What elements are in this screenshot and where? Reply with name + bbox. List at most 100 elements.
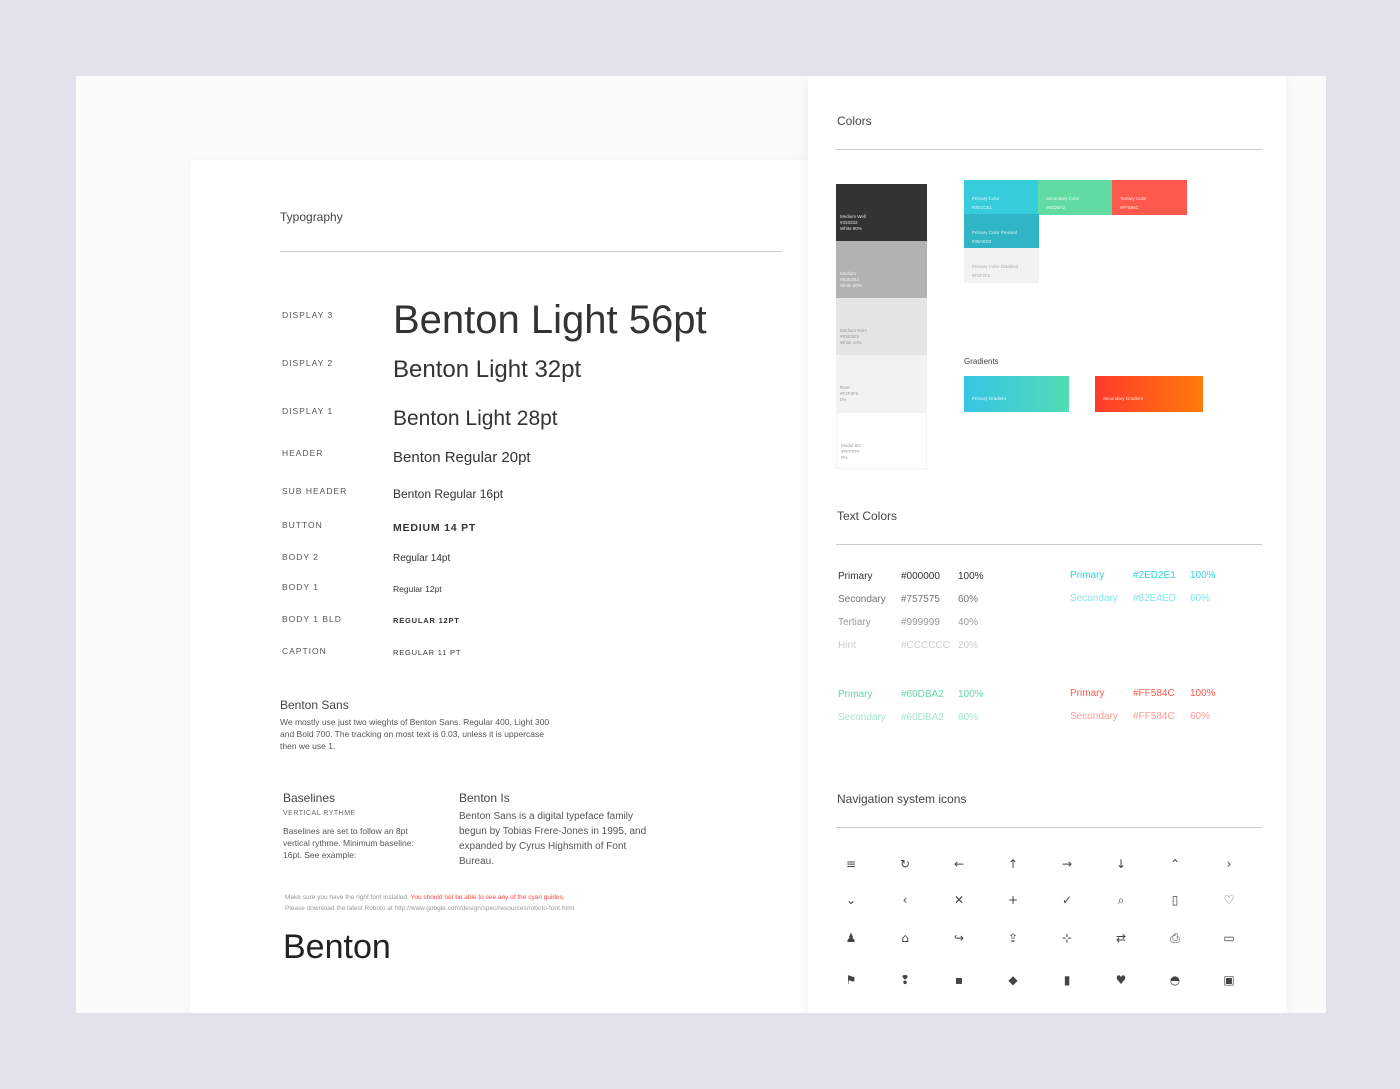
text-color-name: Secondary — [1070, 593, 1118, 604]
type-label: BUTTON — [282, 520, 323, 530]
swatch-name: Medium — [840, 271, 857, 276]
text-color-opacity: 60% — [1190, 711, 1211, 722]
search-icon[interactable]: ⌕ — [1117, 893, 1125, 907]
neutral-swatch: Rare #F2F2F2 5% — [836, 355, 927, 412]
heart-outline-icon[interactable]: ♡ — [1223, 893, 1235, 907]
text-color-row: Tertiary #999999 40% — [838, 617, 978, 628]
type-sample: Benton Regular 16pt — [393, 487, 504, 501]
font-warning: You should not be able to see any of the… — [410, 894, 565, 901]
brand-color-swatch: Secondary Color #60DBA2 — [1038, 180, 1113, 215]
text-color-name: Tertiary — [838, 617, 871, 628]
divider — [836, 827, 1262, 828]
typography-panel: Typography DISPLAY 3 Benton Light 56pt DI… — [190, 160, 830, 1013]
inbox-icon[interactable]: ◓ — [1169, 973, 1181, 987]
colors-title: Colors — [837, 114, 872, 128]
swatch-hex: #B2B2B2 — [840, 277, 860, 282]
arrow-right-icon[interactable]: → — [1061, 857, 1073, 871]
neutral-swatch: Medium #B2B2B2 White 50% — [836, 241, 927, 298]
arrow-up-icon[interactable]: ↑ — [1007, 857, 1019, 871]
text-color-hex: #000000 — [901, 571, 940, 582]
person-icon[interactable]: ♟ — [845, 931, 857, 945]
text-color-row: Primary #60DBA2 100% — [838, 689, 984, 700]
type-sample: Regular 14pt — [393, 553, 451, 564]
share-icon[interactable]: ↪ — [953, 931, 965, 945]
swatch-note: 0% — [841, 455, 848, 460]
chevron-up-icon[interactable]: ⌃ — [1169, 857, 1181, 871]
text-color-opacity: 60% — [958, 712, 979, 723]
flag-icon[interactable]: ⚑ — [845, 973, 857, 987]
swatch-hex: #35AED3 — [972, 239, 992, 244]
home-icon[interactable]: ⌂ — [901, 931, 909, 945]
text-color-hex: #757575 — [901, 594, 940, 605]
text-color-name: Hint — [838, 640, 856, 651]
bookmark-outline-icon[interactable]: ▯ — [1171, 893, 1179, 907]
download-note: Please download the latest Roboto at htt… — [285, 905, 575, 912]
swatch-name: Medium Well — [840, 214, 866, 219]
chevron-left-icon[interactable]: ‹ — [902, 893, 908, 907]
film-icon[interactable]: ▣ — [1223, 973, 1235, 987]
swatch-note: 5% — [840, 397, 847, 402]
bookmark-icon[interactable]: ▮ — [1063, 973, 1071, 987]
swap-icon[interactable]: ⇄ — [1115, 931, 1127, 945]
arrow-down-icon[interactable]: ↓ — [1115, 857, 1127, 871]
close-icon[interactable]: ✕ — [953, 893, 965, 907]
pin-icon[interactable]: ❢ — [899, 973, 911, 987]
type-label: DISPLAY 3 — [282, 310, 334, 320]
check-icon[interactable]: ✓ — [1061, 893, 1073, 907]
text-color-hex: #2ED2E1 — [1133, 570, 1176, 581]
text-colors-title: Text Colors — [837, 509, 898, 523]
text-color-opacity: 40% — [958, 617, 979, 628]
text-color-name: Primary — [838, 571, 873, 582]
focus-icon[interactable]: ⊹ — [1061, 931, 1073, 945]
text-color-row: Secondary #757575 60% — [838, 594, 978, 605]
artboard: Typography DISPLAY 3 Benton Light 56pt DI… — [76, 76, 1326, 1013]
upload-icon[interactable]: ⇪ — [1007, 931, 1019, 945]
brand-color-swatch: Tertiary Color #FF584C — [1112, 180, 1187, 215]
heart-icon[interactable]: ♥ — [1115, 973, 1127, 987]
gradient-label: Secondary Gradient — [1103, 396, 1144, 401]
swatch-name: Rare — [840, 385, 850, 390]
text-color-hex: #CCCCCC — [901, 640, 950, 651]
swatch-name: Medium Rare — [840, 328, 868, 333]
swatch-hex: #F2F2F2 — [972, 273, 991, 278]
chevron-right-icon[interactable]: › — [1226, 857, 1232, 871]
icons-title: Navigation system icons — [837, 792, 967, 806]
neutral-swatch: Medium Rare #E5E5E5 White 10% — [836, 298, 927, 355]
brand-color-swatch: Primary Color Disabled #F2F2F2 — [964, 248, 1039, 283]
type-sample: Benton Light 28pt — [393, 407, 558, 430]
square-icon[interactable]: ▪ — [954, 973, 964, 987]
text-color-opacity: 100% — [958, 689, 984, 700]
neutral-swatch: Medium Well #333333 White 80% — [836, 184, 927, 241]
arrow-left-icon[interactable]: ← — [953, 857, 965, 871]
type-sample: Benton Light 32pt — [393, 356, 582, 383]
type-sample: Benton Light 56pt — [393, 298, 707, 342]
plus-icon[interactable]: + — [1007, 893, 1019, 907]
text-color-hex: #FF584C — [1133, 688, 1175, 699]
refresh-icon[interactable]: ↻ — [899, 857, 911, 871]
swatch-hex: #E5E5E5 — [840, 334, 860, 339]
type-label: BODY 2 — [282, 552, 320, 562]
baselines-subtitle: VERTICAL RYTHME — [283, 810, 356, 817]
type-label: BODY 1 — [282, 582, 320, 592]
text-color-hex: #FF584C — [1133, 711, 1175, 722]
divider — [280, 251, 782, 252]
text-color-row: Secondary #82E4ED 60% — [1070, 593, 1210, 604]
type-label: DISPLAY 1 — [282, 406, 334, 416]
menu-icon[interactable]: ≡ — [845, 857, 857, 871]
swatch-note: White 50% — [840, 283, 862, 288]
swatch-hex: #FF584C — [1120, 205, 1139, 210]
text-color-name: Secondary — [838, 712, 886, 723]
benton-is-title: Benton Is — [459, 791, 510, 805]
type-label: SUB HEADER — [282, 486, 348, 496]
swatch-hex: #2ECCE1 — [972, 205, 993, 210]
swatch-hex: #333333 — [840, 220, 858, 225]
swatch-name: Primary Color Disabled — [972, 264, 1019, 269]
print-icon[interactable]: ⎙ — [1170, 931, 1180, 945]
swatch-name: Primary Color Pressed — [972, 230, 1018, 235]
text-color-name: Primary — [1070, 570, 1105, 581]
type-label: BODY 1 BLD — [282, 614, 342, 624]
chevron-down-icon[interactable]: ⌄ — [845, 893, 857, 907]
card-icon[interactable]: ▭ — [1223, 931, 1235, 945]
tag-icon[interactable]: ◆ — [1008, 973, 1018, 987]
text-color-row: Primary #2ED2E1 100% — [1070, 570, 1216, 581]
